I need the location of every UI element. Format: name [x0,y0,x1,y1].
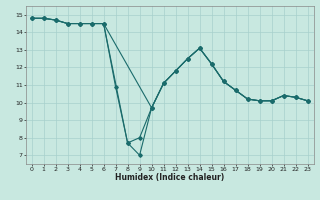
X-axis label: Humidex (Indice chaleur): Humidex (Indice chaleur) [115,173,224,182]
